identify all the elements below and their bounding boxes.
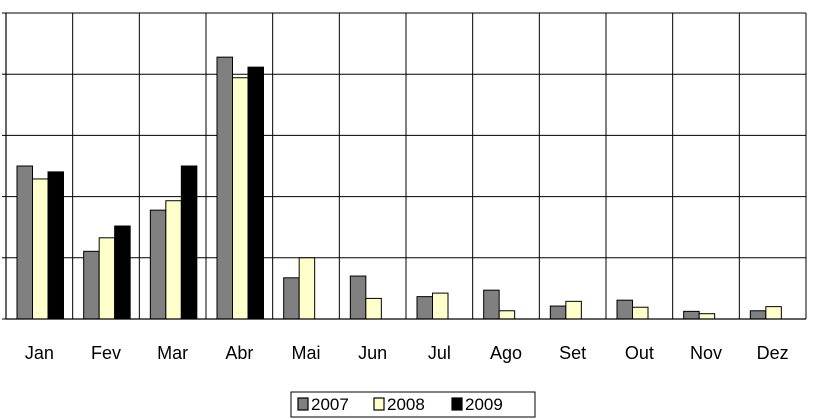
legend-label-2007: 2007 [311, 395, 349, 414]
x-tick-label: Ago [490, 343, 522, 363]
x-tick-label: Mar [157, 343, 188, 363]
bar-2008-Fev [98, 237, 116, 320]
x-tick-label: Set [559, 343, 586, 363]
bar-2007-Jul [416, 296, 433, 320]
legend: 2007 2008 2009 [290, 391, 536, 418]
bar-2007-Jun [349, 275, 367, 320]
legend-swatch-2007 [297, 397, 309, 411]
bar-2009-Abr [247, 66, 264, 320]
legend-swatch-2008 [373, 397, 385, 411]
x-tick-label: Dez [757, 343, 789, 363]
gridlines [6, 12, 807, 320]
bar-2009-Fev [114, 225, 131, 320]
x-tick-labels: Jan Fev Mar Abr Mai Jun Jul Ago Set Out Nov Dez [25, 343, 789, 363]
x-tick-label: Jun [358, 343, 387, 363]
bar-2008-Out [632, 306, 649, 320]
x-tick-label: Jan [25, 343, 54, 363]
x-tick-label: Nov [690, 343, 722, 363]
bar-2007-Nov [683, 310, 700, 320]
bar-2007-Abr [216, 56, 233, 320]
bar-2008-Mar [165, 200, 182, 320]
bar-2009-Jan [47, 171, 64, 320]
bar-2008-Abr [232, 77, 249, 320]
legend-label-2008: 2008 [387, 395, 425, 414]
bar-2007-Jan [16, 165, 33, 320]
bar-2007-Mai [283, 277, 300, 320]
bar-2008-Jun [365, 297, 382, 320]
bar-2007-Mar [149, 209, 167, 320]
bar-2007-Dez [749, 310, 767, 320]
legend-label-2009: 2009 [465, 395, 503, 414]
x-tick-label: Abr [225, 343, 253, 363]
bar-2008-Jul [432, 292, 449, 320]
bar-2007-Fev [83, 250, 100, 320]
bar-2008-Jan [32, 178, 49, 320]
bar-2007-Set [549, 305, 567, 320]
bar-2009-Mar [180, 165, 198, 320]
x-tick-label: Fev [91, 343, 121, 363]
legend-swatch-2009 [451, 397, 463, 411]
bar-2007-Ago [483, 289, 500, 320]
bar-2008-Mai [298, 257, 316, 320]
bars [16, 56, 782, 320]
x-tick-label: Jul [428, 343, 451, 363]
bar-2008-Nov [698, 313, 716, 320]
bar-2008-Set [565, 300, 582, 320]
bar-2007-Out [616, 299, 633, 320]
bar-2008-Dez [765, 306, 782, 320]
legend-box [290, 391, 536, 418]
bar-2008-Ago [498, 310, 516, 320]
axes [2, 12, 806, 320]
x-tick-label: Mai [291, 343, 320, 363]
x-tick-label: Out [625, 343, 654, 363]
